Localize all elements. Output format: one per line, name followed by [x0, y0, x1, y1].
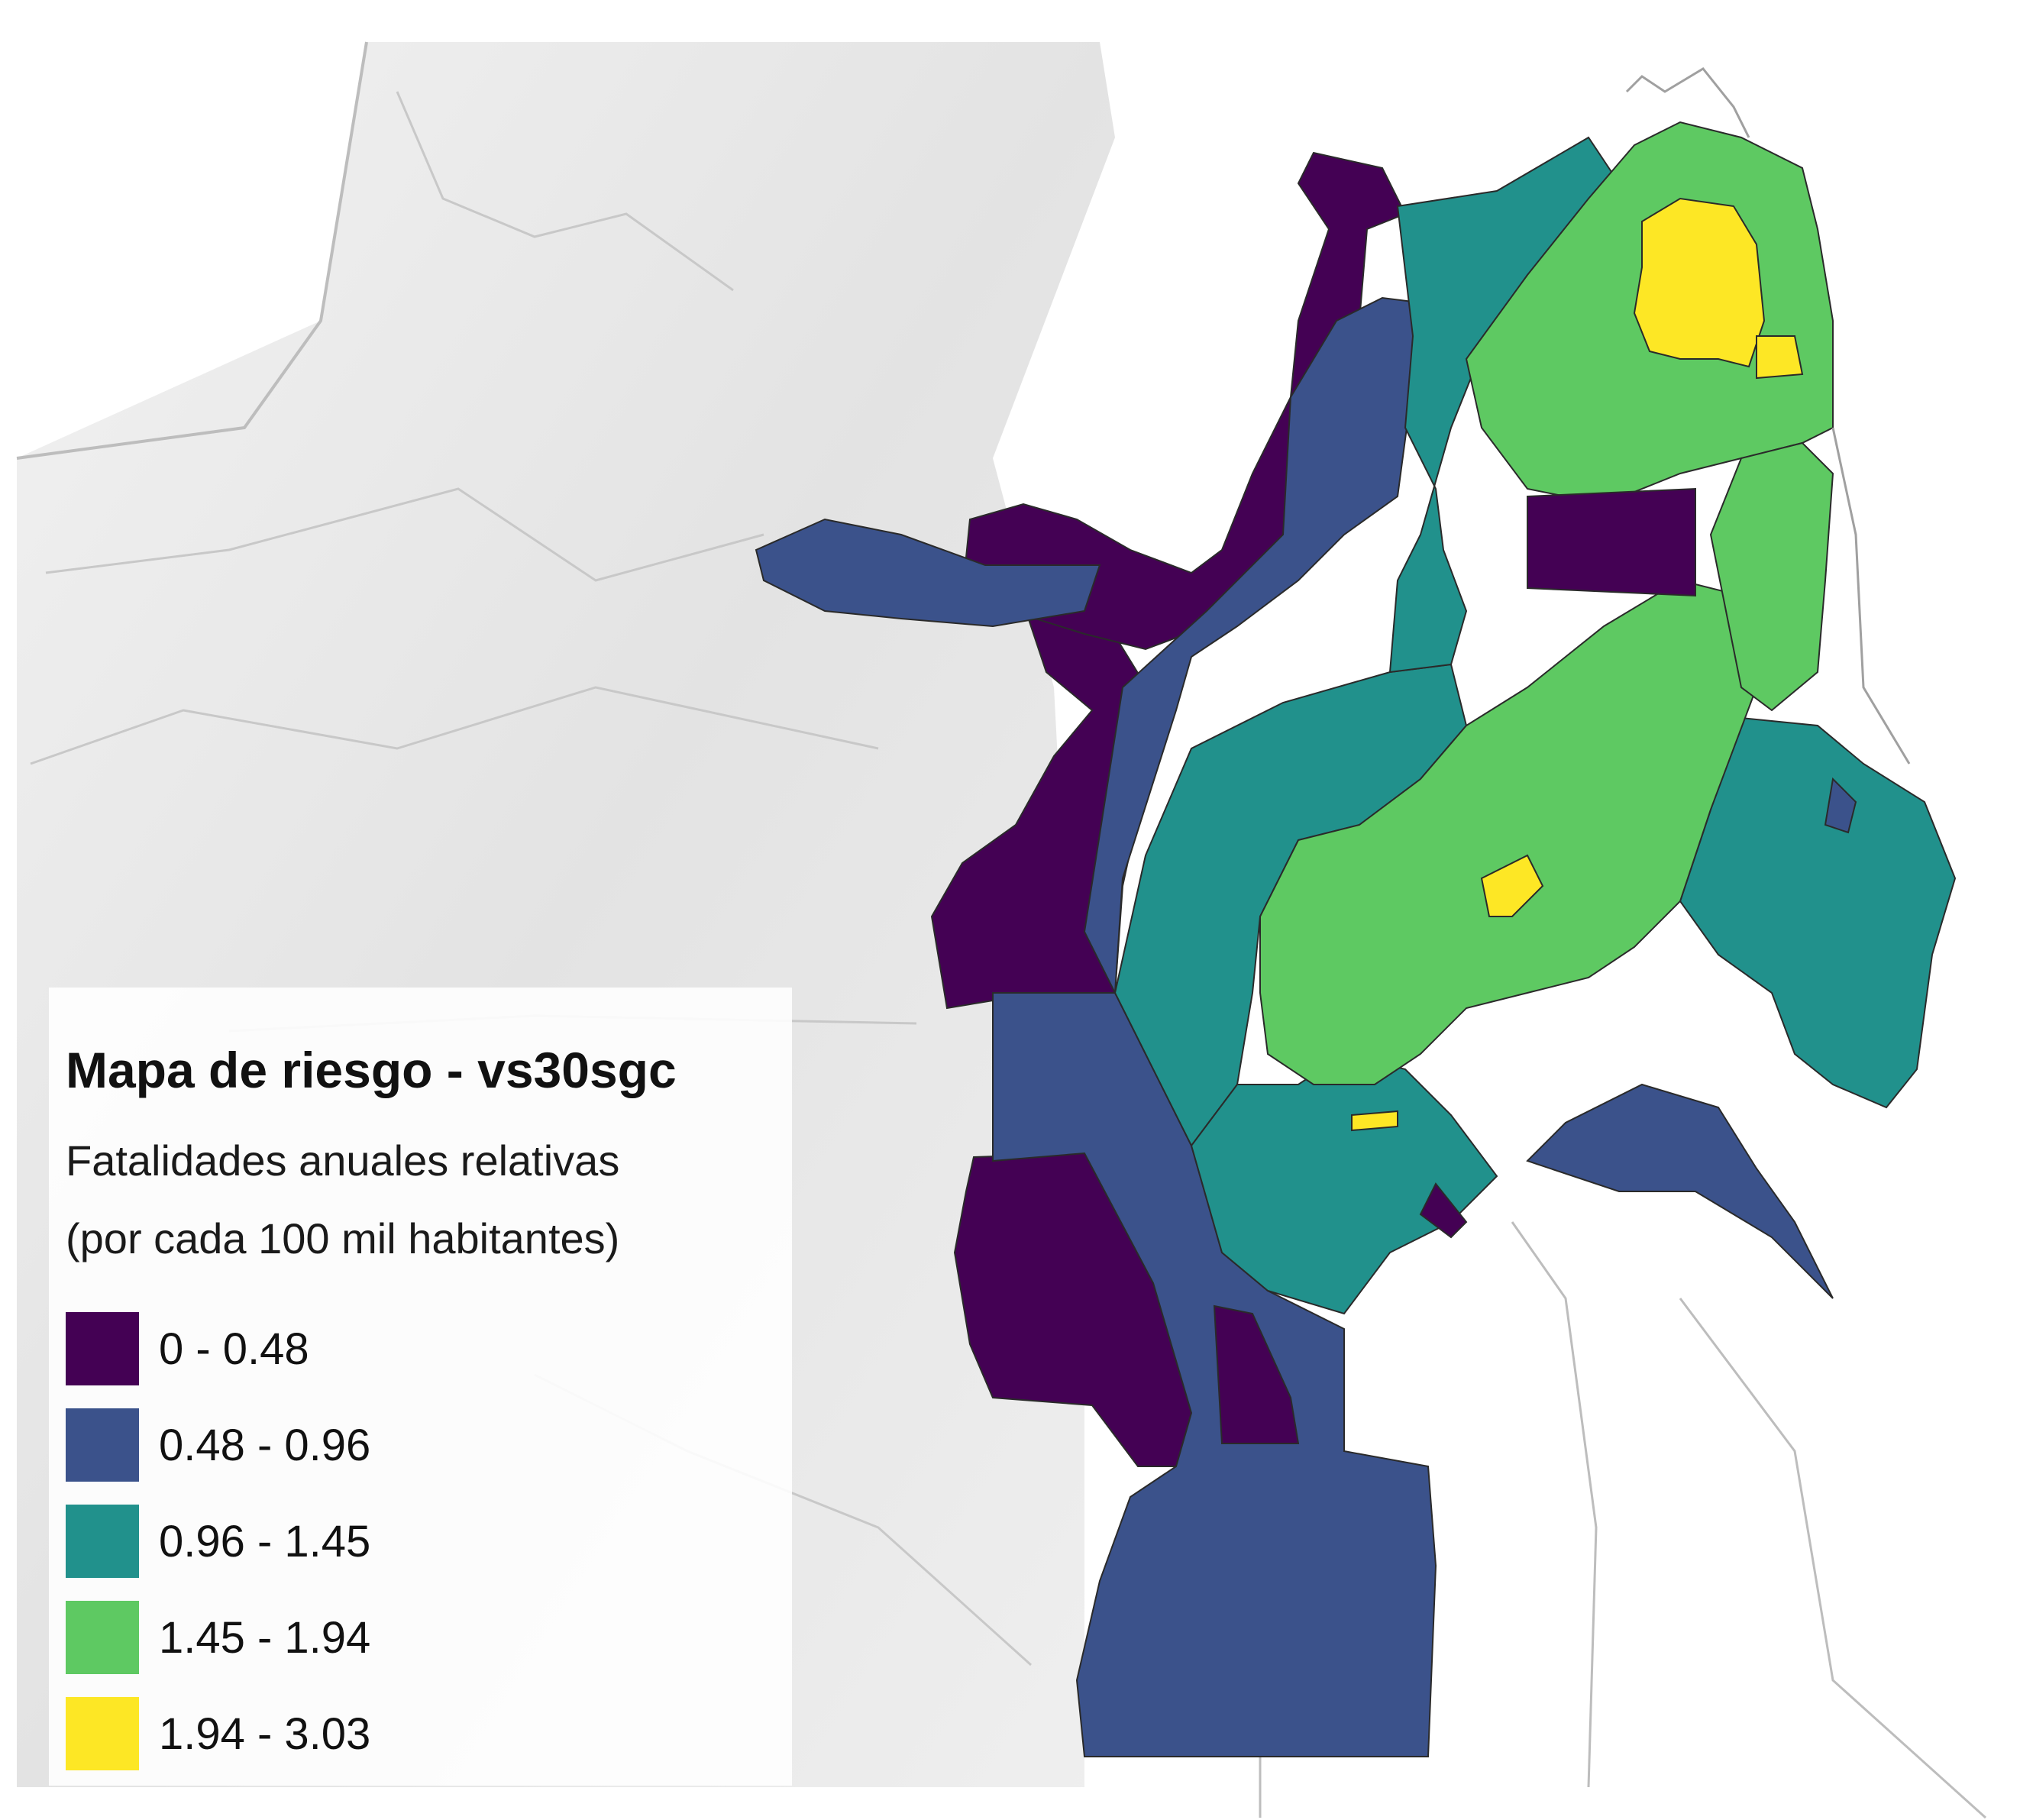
legend-item: 0 - 0.48: [66, 1301, 792, 1397]
legend-item: 0.96 - 1.45: [66, 1493, 792, 1589]
legend-item-label: 0.48 - 0.96: [159, 1420, 371, 1470]
legend-item: 0.48 - 0.96: [66, 1397, 792, 1493]
legend-item-label: 1.45 - 1.94: [159, 1612, 371, 1663]
zone-yellow-north-2: [1756, 335, 1804, 380]
legend-swatch: [66, 1408, 139, 1482]
zone-teal-south: [1190, 1052, 1498, 1315]
zone-teal-north: [1388, 136, 1621, 674]
legend-subtitle-line1: Fatalidades anuales relativas: [66, 1136, 620, 1185]
zone-east-blue: [1526, 1083, 1834, 1299]
legend-title: Mapa de riesgo - vs30sgc: [66, 1042, 677, 1098]
legend-subtitle-line2: (por cada 100 mil habitantes): [66, 1214, 620, 1262]
legend-swatch: [66, 1505, 139, 1578]
zone-yellow-north: [1633, 197, 1766, 368]
legend-swatch: [66, 1601, 139, 1674]
zone-purple-block: [1527, 487, 1696, 597]
zone-purple-south-small: [1213, 1304, 1300, 1444]
zone-green-northeast: [1709, 441, 1834, 712]
risk-choropleth[interactable]: [755, 121, 1957, 1757]
boundary-lines: [1625, 67, 1911, 765]
zone-yellow-center: [1480, 854, 1544, 917]
legend-swatch: [66, 1312, 139, 1385]
legend-item: 1.45 - 1.94: [66, 1589, 792, 1686]
legend-item-label: 1.94 - 3.03: [159, 1708, 371, 1759]
zone-yellow-south: [1351, 1110, 1398, 1132]
zone-upper-blue-strip: [755, 518, 1101, 628]
zone-green-core: [1259, 579, 1758, 1085]
legend-item: 1.94 - 3.03: [66, 1686, 792, 1782]
zone-blue-east-small: [1824, 777, 1857, 834]
legend-item-label: 0 - 0.48: [159, 1324, 309, 1374]
map-legend: Mapa de riesgo - vs30sgc Fatalidades anu…: [49, 988, 792, 1786]
zone-teal-east: [1679, 716, 1957, 1109]
legend-swatch: [66, 1697, 139, 1770]
legend-item-label: 0.96 - 1.45: [159, 1516, 371, 1566]
zone-purple-se-small: [1419, 1182, 1468, 1239]
